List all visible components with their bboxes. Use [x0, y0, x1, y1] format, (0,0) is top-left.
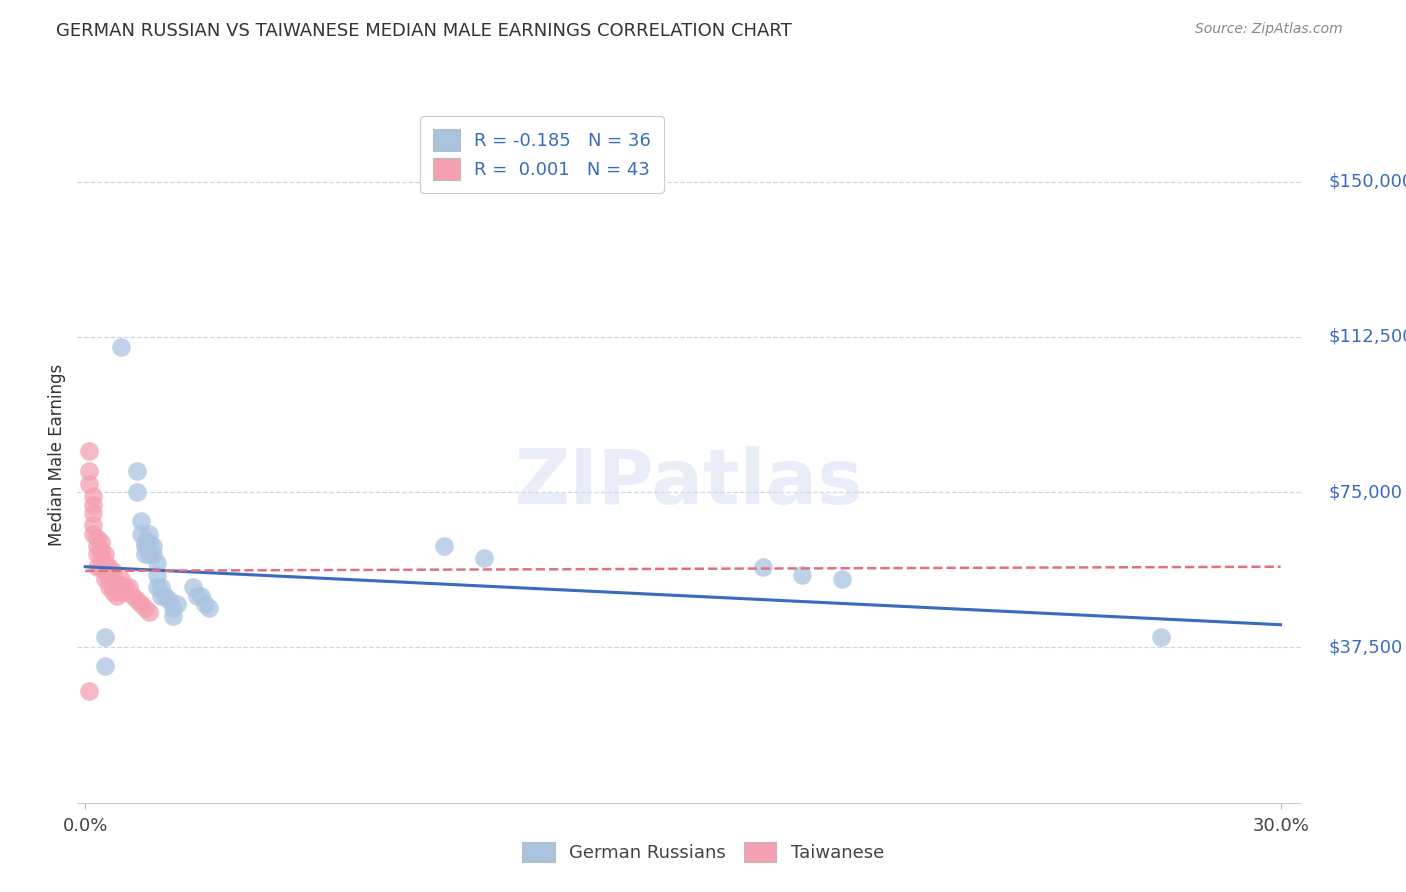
Text: $75,000: $75,000	[1329, 483, 1403, 501]
Point	[186, 589, 208, 603]
Point	[751, 559, 773, 574]
Point	[94, 659, 117, 673]
Point	[79, 465, 101, 479]
Point	[153, 589, 176, 603]
Point	[103, 584, 125, 599]
Point	[86, 559, 108, 574]
Point	[157, 592, 180, 607]
Point	[194, 597, 217, 611]
Point	[90, 559, 112, 574]
Point	[94, 547, 117, 561]
Point	[86, 547, 108, 561]
Point	[110, 572, 132, 586]
Point	[146, 581, 169, 595]
Point	[129, 526, 152, 541]
Point	[134, 547, 156, 561]
Point	[82, 518, 104, 533]
Point	[98, 559, 121, 574]
Point	[138, 605, 160, 619]
Point	[86, 539, 108, 553]
Point	[433, 539, 456, 553]
Point	[134, 539, 156, 553]
Point	[110, 584, 132, 599]
Point	[98, 572, 121, 586]
Point	[162, 609, 184, 624]
Legend: R = -0.185   N = 36, R =  0.001   N = 43: R = -0.185 N = 36, R = 0.001 N = 43	[420, 116, 664, 193]
Point	[90, 543, 112, 558]
Point	[110, 340, 132, 354]
Text: ZIPatlas: ZIPatlas	[515, 446, 863, 520]
Point	[792, 568, 814, 582]
Point	[90, 551, 112, 566]
Point	[105, 584, 128, 599]
Point	[114, 581, 136, 595]
Point	[94, 564, 117, 578]
Point	[79, 443, 101, 458]
Point	[118, 581, 141, 595]
Point	[134, 601, 156, 615]
Point	[103, 581, 125, 595]
Point	[190, 589, 212, 603]
Point	[138, 547, 160, 561]
Point	[146, 556, 169, 570]
Point	[98, 581, 121, 595]
Point	[198, 601, 221, 615]
Point	[142, 547, 165, 561]
Point	[181, 581, 204, 595]
Legend: German Russians, Taiwanese: German Russians, Taiwanese	[515, 835, 891, 870]
Point	[105, 589, 128, 603]
Point	[110, 581, 132, 595]
Point	[127, 485, 149, 500]
Point	[150, 581, 173, 595]
Y-axis label: Median Male Earnings: Median Male Earnings	[48, 364, 66, 546]
Text: GERMAN RUSSIAN VS TAIWANESE MEDIAN MALE EARNINGS CORRELATION CHART: GERMAN RUSSIAN VS TAIWANESE MEDIAN MALE …	[56, 22, 792, 40]
Point	[86, 531, 108, 545]
Text: $150,000: $150,000	[1329, 172, 1406, 191]
Point	[105, 576, 128, 591]
Text: Source: ZipAtlas.com: Source: ZipAtlas.com	[1195, 22, 1343, 37]
Point	[472, 551, 495, 566]
Point	[138, 526, 160, 541]
Point	[79, 476, 101, 491]
Text: $37,500: $37,500	[1329, 639, 1403, 657]
Point	[129, 514, 152, 528]
Point	[79, 684, 101, 698]
Point	[94, 556, 117, 570]
Point	[82, 498, 104, 512]
Point	[166, 597, 188, 611]
Point	[82, 526, 104, 541]
Text: $112,500: $112,500	[1329, 328, 1406, 346]
Point	[94, 572, 117, 586]
Point	[129, 597, 152, 611]
Point	[162, 601, 184, 615]
Point	[103, 572, 125, 586]
Point	[122, 589, 145, 603]
Point	[103, 564, 125, 578]
Point	[82, 506, 104, 520]
Point	[114, 584, 136, 599]
Point	[98, 564, 121, 578]
Point	[127, 465, 149, 479]
Point	[142, 539, 165, 553]
Point	[150, 589, 173, 603]
Point	[82, 489, 104, 503]
Point	[1150, 630, 1173, 644]
Point	[94, 630, 117, 644]
Point	[134, 535, 156, 549]
Point	[90, 535, 112, 549]
Point	[127, 592, 149, 607]
Point	[138, 535, 160, 549]
Point	[146, 568, 169, 582]
Point	[831, 572, 853, 586]
